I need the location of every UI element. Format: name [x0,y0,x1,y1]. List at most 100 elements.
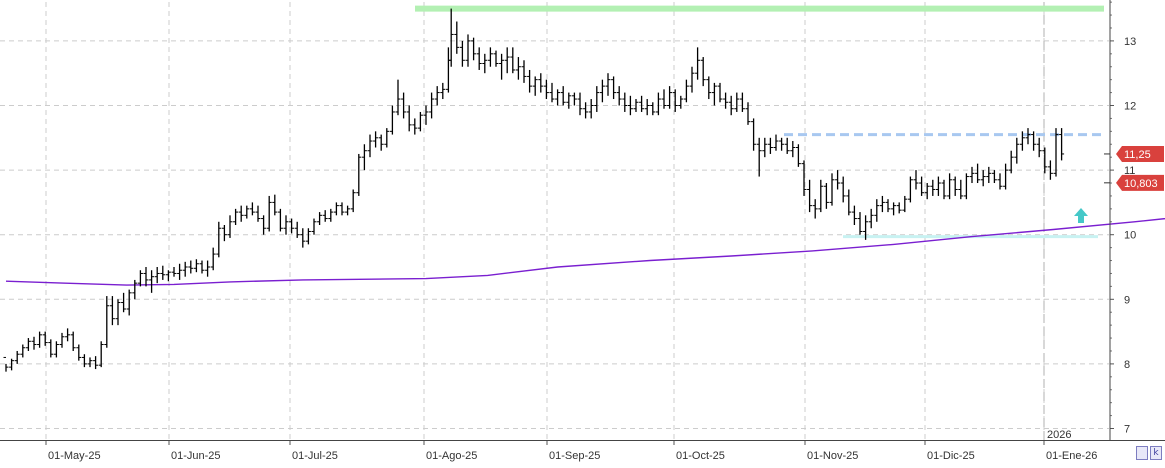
ohlc-bar [644,99,650,116]
price-tag-box [1116,174,1164,191]
ohlc-bar [588,99,594,119]
ohlc-bar [244,205,250,219]
ohlc-bar [874,199,880,222]
ohlc-bar [739,92,745,112]
ohlc-bar [935,176,941,196]
ohlc-bar [221,225,227,242]
ohlc-bar [571,92,577,106]
ohlc-bar [1053,128,1059,177]
ohlc-bar [1031,131,1037,151]
ohlc-bar [389,105,395,135]
ohlc-bar [723,92,729,109]
ohlc-bar [255,205,261,222]
ohlc-bar [188,260,194,274]
ohlc-bar [1042,147,1048,174]
x-tick-label: 01-Ene-26 [1046,450,1097,462]
ohlc-bar [277,208,283,232]
ohlc-bar [963,173,969,200]
ohlc-bar [471,37,477,61]
ohlc-bar [454,21,460,54]
ohlc-bar [149,270,155,293]
ohlc-bar [885,199,891,213]
year-marker: 2026 [1047,429,1071,441]
ohlc-bar [345,205,351,216]
ohlc-bar [762,137,768,158]
ohlc-bar [249,202,255,216]
y-tick-label: 9 [1124,294,1130,306]
ohlc-bar [406,105,412,132]
x-tick-label: 01-Ago-25 [426,450,477,462]
corner-toolbar: k [1135,443,1165,463]
ohlc-bar [59,332,65,348]
ohlc-bar [132,279,138,300]
ohlc-bar [440,82,446,100]
ohlc-bar [751,118,757,151]
ohlc-bar [9,358,15,371]
ohlc-bar [728,95,734,116]
ohlc-bar [627,95,633,116]
ohlc-bar [423,105,429,125]
ohlc-bar [633,99,639,112]
moving-average-line [5,217,1165,286]
ohlc-bar [655,92,661,116]
ohlc-bar [1014,137,1020,164]
ohlc-bar [261,215,267,235]
axes [0,0,1165,445]
ohlc-bar [868,208,874,229]
ohlc-bar [487,47,493,67]
ohlc-bar [137,270,143,287]
y-tick-label: 12 [1124,101,1136,113]
ohlc-bar [154,267,160,284]
ohlc-bar [182,261,188,277]
ohlc-bar [65,328,71,342]
ohlc-bar [896,202,902,214]
moving-average-path [5,217,1165,286]
ohlc-bar [3,356,9,372]
ohlc-bar [594,86,600,112]
ohlc-bar [583,102,589,119]
ohlc-bar [266,195,272,232]
ohlc-bar [193,259,199,273]
ohlc-bar [48,339,54,358]
ohlc-bar [272,194,278,216]
ohlc-bar [991,170,997,184]
ohlc-bars [3,8,1065,372]
price-tags: 11,25 10,803 [1104,145,1164,191]
ohlc-bar [907,176,913,203]
ohlc-bar [210,247,216,271]
ohlc-bar [521,60,527,83]
ohlc-bar [941,179,947,200]
ohlc-bar [997,173,1003,190]
price-tag-box [1116,145,1164,162]
ohlc-bar [952,176,958,196]
ohlc-bar [611,76,617,100]
ohlc-bar [689,66,695,93]
ohlc-bar [980,170,986,187]
ohlc-bar [417,111,423,132]
ohlc-bar [93,356,99,370]
ohlc-bar [333,202,339,216]
ohlc-bar [1025,128,1031,145]
x-tick-label: 01-Nov-25 [807,450,858,462]
y-tick-label: 7 [1124,424,1130,436]
panel-icon[interactable] [1136,446,1148,460]
scale-icon[interactable]: k [1150,446,1162,460]
ohlc-bar [986,166,992,184]
ohlc-bar [401,92,407,119]
ohlc-bar [177,263,183,280]
x-tick-label: 01-Jul-25 [292,450,338,462]
ohlc-bar [104,296,110,348]
up-arrow-icon [1074,208,1088,223]
ohlc-bar [538,73,544,93]
ohlc-bar [846,189,852,216]
x-tick-label: 01-Dic-25 [927,450,975,462]
ohlc-bar [283,215,289,235]
ohlc-bar [913,170,919,190]
ohlc-bar [902,195,908,213]
ohlc-bar [356,153,362,196]
ohlc-bar [361,144,367,171]
ohlc-bar [661,89,667,109]
ohlc-bar [165,270,171,282]
ohlc-bar [527,69,533,93]
